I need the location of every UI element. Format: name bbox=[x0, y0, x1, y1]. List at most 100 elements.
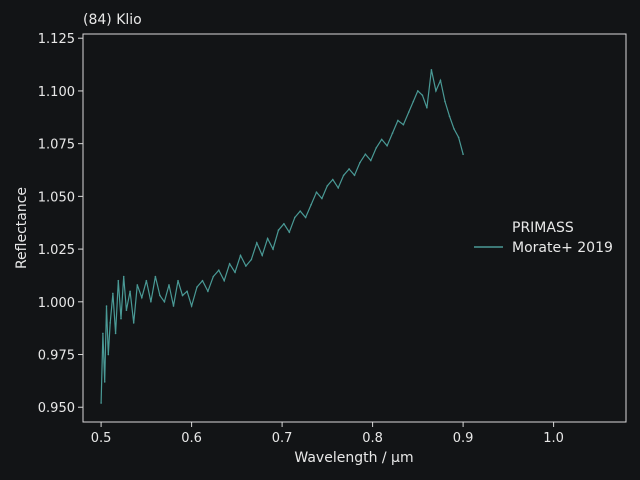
y-tick-label: 1.100 bbox=[38, 85, 75, 100]
data-point bbox=[250, 258, 253, 261]
data-point bbox=[412, 100, 415, 103]
data-point bbox=[380, 138, 383, 141]
data-point bbox=[150, 301, 152, 303]
data-point bbox=[132, 322, 135, 324]
data-point bbox=[186, 290, 188, 293]
data-point bbox=[283, 222, 285, 225]
data-point bbox=[122, 275, 125, 278]
data-point bbox=[435, 90, 437, 92]
data-point bbox=[321, 197, 323, 200]
y-axis-ticks: 0.950 0.975 1.000 1.025 1.050 1.075 1.100 1.125 bbox=[38, 32, 83, 416]
data-point bbox=[331, 178, 334, 181]
plot-frame bbox=[82, 33, 627, 423]
data-point bbox=[181, 294, 184, 297]
data-point bbox=[234, 271, 236, 274]
data-point bbox=[136, 284, 139, 286]
y-tick-label: 1.125 bbox=[38, 32, 75, 47]
y-tick-label: 1.050 bbox=[38, 190, 75, 205]
data-point bbox=[196, 286, 198, 288]
series-points bbox=[100, 69, 464, 404]
data-point bbox=[109, 322, 111, 324]
data-point bbox=[391, 132, 394, 134]
data-point bbox=[103, 381, 106, 383]
data-point bbox=[159, 294, 161, 297]
data-point bbox=[114, 332, 117, 335]
data-point bbox=[417, 90, 419, 92]
data-point bbox=[141, 296, 143, 299]
data-point bbox=[105, 305, 108, 307]
x-axis-label: Wavelength / µm bbox=[294, 450, 413, 466]
data-point bbox=[107, 353, 110, 356]
data-point bbox=[168, 284, 170, 286]
data-point bbox=[255, 241, 258, 244]
data-point bbox=[426, 107, 428, 109]
data-point bbox=[444, 100, 446, 103]
data-point bbox=[272, 248, 274, 250]
data-point bbox=[177, 279, 179, 282]
data-point bbox=[245, 265, 247, 267]
data-point bbox=[207, 290, 209, 293]
data-point bbox=[125, 309, 128, 312]
y-tick-label: 1.075 bbox=[38, 138, 75, 153]
legend: PRIMASS Morate+ 2019 bbox=[474, 220, 613, 256]
y-tick-label: 1.025 bbox=[38, 243, 75, 258]
data-point bbox=[348, 168, 350, 170]
data-point bbox=[310, 204, 312, 206]
data-point bbox=[228, 263, 231, 265]
data-point bbox=[453, 128, 455, 130]
x-tick-label: 0.5 bbox=[91, 431, 112, 446]
data-point bbox=[457, 136, 460, 139]
data-point bbox=[277, 229, 280, 231]
data-point bbox=[266, 237, 269, 240]
x-tick-label: 0.9 bbox=[453, 431, 474, 446]
data-point bbox=[342, 174, 345, 177]
x-tick-label: 0.7 bbox=[272, 431, 293, 446]
data-point bbox=[239, 254, 242, 257]
data-point bbox=[217, 269, 220, 271]
data-point bbox=[304, 216, 307, 219]
data-point bbox=[353, 174, 356, 177]
data-point bbox=[421, 94, 424, 96]
data-point bbox=[100, 402, 102, 404]
y-tick-label: 0.950 bbox=[38, 401, 75, 416]
x-tick-label: 0.6 bbox=[181, 431, 202, 446]
data-point bbox=[337, 187, 340, 189]
x-axis-ticks: 0.5 0.6 0.7 0.8 0.9 1.0 bbox=[91, 422, 564, 446]
data-point bbox=[145, 279, 148, 282]
data-point bbox=[397, 119, 399, 122]
data-point bbox=[448, 115, 451, 118]
y-tick-label: 0.975 bbox=[38, 349, 75, 364]
data-point bbox=[430, 69, 433, 71]
data-point bbox=[223, 279, 225, 282]
data-point bbox=[369, 159, 372, 162]
data-point bbox=[462, 153, 464, 155]
data-point bbox=[112, 292, 114, 295]
data-point bbox=[326, 185, 329, 187]
data-point bbox=[120, 317, 122, 320]
data-point bbox=[154, 275, 157, 278]
series-line-morate-2019 bbox=[100, 69, 464, 404]
data-point bbox=[201, 279, 204, 282]
data-point bbox=[402, 123, 405, 126]
data-point bbox=[293, 216, 296, 219]
y-tick-label: 1.000 bbox=[38, 296, 75, 311]
data-point bbox=[288, 231, 291, 234]
x-tick-label: 1.0 bbox=[543, 431, 564, 446]
data-point bbox=[299, 210, 302, 212]
data-point bbox=[117, 279, 120, 282]
data-point bbox=[261, 254, 263, 257]
data-point bbox=[315, 191, 318, 193]
chart-title: (84) Klio bbox=[83, 12, 142, 28]
data-point bbox=[375, 147, 378, 149]
x-tick-label: 0.8 bbox=[362, 431, 383, 446]
legend-entry-morate-2019: Morate+ 2019 bbox=[512, 240, 613, 256]
data-point bbox=[386, 144, 388, 147]
data-point bbox=[408, 111, 410, 113]
data-point bbox=[102, 332, 104, 335]
data-point bbox=[129, 290, 131, 293]
data-point bbox=[439, 79, 442, 82]
y-axis-label: Reflectance bbox=[14, 187, 30, 269]
data-point bbox=[359, 161, 361, 164]
data-point bbox=[163, 301, 166, 303]
